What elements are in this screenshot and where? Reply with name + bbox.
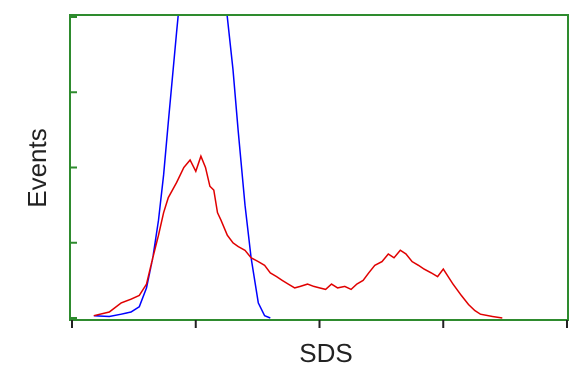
series-line [93,16,271,319]
x-axis-label: SDS [299,338,352,368]
y-axis-label: Events [22,128,52,208]
series-line [93,154,503,319]
plot-frame [69,14,569,321]
